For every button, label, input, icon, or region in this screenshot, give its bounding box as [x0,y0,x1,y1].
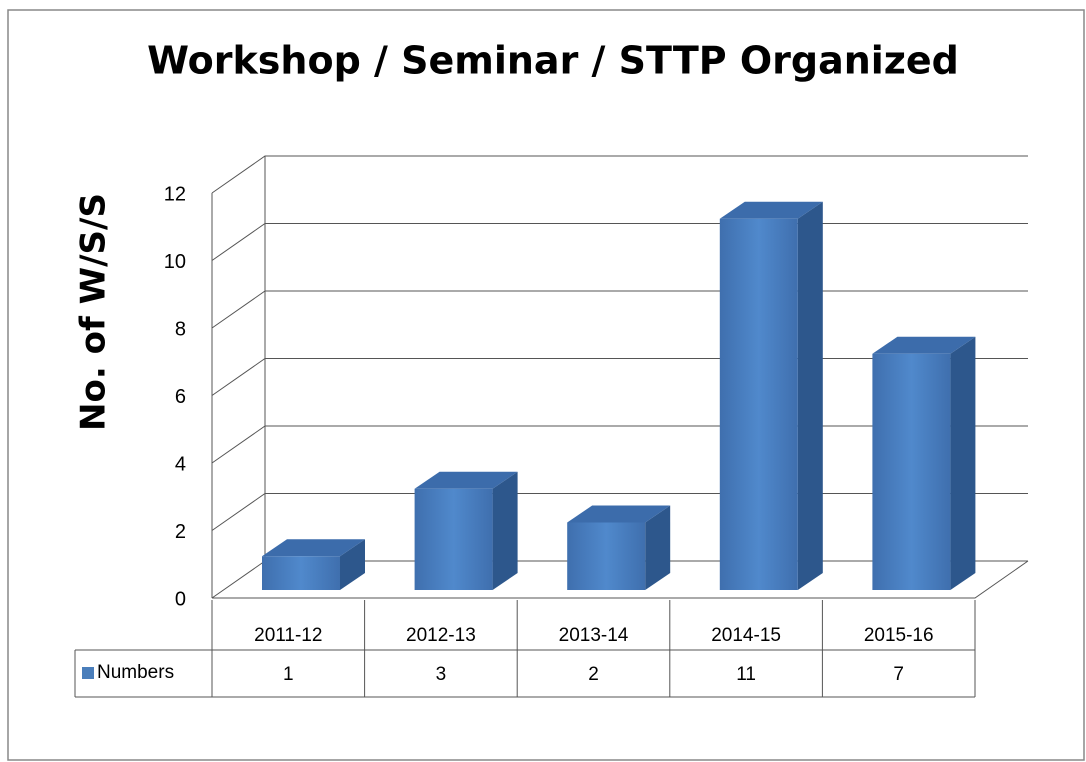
legend-label: Numbers [97,662,174,683]
y-tick-label: 10 [164,251,186,273]
bar [414,488,493,590]
bar-top [567,505,671,523]
bar [567,522,646,590]
bar-top [262,539,365,557]
bar-top [719,201,823,219]
y-tick-label: 8 [175,318,186,340]
table-value: 1 [283,664,294,685]
y-tick-label: 2 [175,521,186,543]
bar-side [492,471,518,590]
table-value: 11 [736,664,756,685]
legend-swatch [82,667,94,679]
table-value: 2 [588,664,599,685]
bar-side [340,539,365,590]
bar-side [950,336,976,590]
bar-side [645,505,671,590]
bar-side [797,201,823,590]
x-tick-label: 2011-12 [254,625,322,646]
y-tick-label: 0 [175,588,186,610]
x-tick-label: 2012-13 [406,625,476,646]
bar-top [414,471,518,489]
y-tick-label: 6 [175,386,186,408]
x-tick-label: 2015-16 [864,625,934,646]
bar-top [872,336,976,354]
y-tick-label: 12 [164,183,186,205]
x-tick-label: 2013-14 [559,625,629,646]
bar [262,556,340,590]
x-tick-label: 2014-15 [711,625,781,646]
floor [212,560,1029,599]
chart-title: Workshop / Seminar / STTP Organized [147,39,959,83]
bar [719,218,798,590]
table-value: 3 [436,664,447,685]
y-tick-label: 4 [175,453,186,475]
y-axis-label: No. of W/S/S [74,193,114,431]
bar [872,353,951,590]
table-value: 7 [893,664,904,685]
